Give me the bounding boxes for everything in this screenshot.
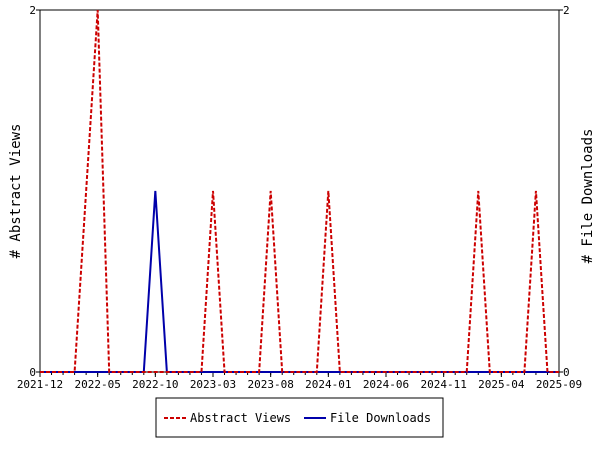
x-axis-tick-labels: 2021-12 2022-05 2022-10 2023-03 2023-08 2024-… bbox=[17, 378, 582, 391]
series-line-abstract-views bbox=[40, 9, 559, 373]
legend-label-abstract-views: Abstract Views bbox=[190, 411, 291, 425]
legend-label-file-downloads: File Downloads bbox=[330, 411, 431, 425]
x-tick-label: 2021-12 bbox=[17, 378, 63, 391]
y-axis-ticks bbox=[36, 9, 563, 373]
x-tick-label: 2023-03 bbox=[190, 378, 236, 391]
y-axis-left-title: # Abstract Views bbox=[8, 124, 24, 259]
y-right-tick-min: 0 bbox=[563, 366, 570, 379]
plot-area bbox=[39, 9, 560, 373]
x-tick-label: 2023-08 bbox=[247, 378, 293, 391]
y-left-tick-max: 2 bbox=[29, 4, 36, 17]
y-axis-right-title: # File Downloads bbox=[580, 129, 596, 264]
y-left-tick-min: 0 bbox=[29, 366, 36, 379]
legend-box bbox=[155, 397, 444, 438]
x-tick-label: 2024-01 bbox=[305, 378, 351, 391]
x-tick-label: 2024-11 bbox=[420, 378, 466, 391]
series-layer bbox=[40, 9, 559, 373]
x-tick-label: 2024-06 bbox=[363, 378, 409, 391]
x-tick-label: 2022-05 bbox=[74, 378, 120, 391]
y-right-tick-max: 2 bbox=[563, 4, 570, 17]
x-tick-label: 2025-09 bbox=[536, 378, 582, 391]
legend: Abstract Views File Downloads bbox=[155, 397, 444, 438]
x-tick-label: 2025-04 bbox=[478, 378, 525, 391]
x-tick-label: 2022-10 bbox=[132, 378, 178, 391]
